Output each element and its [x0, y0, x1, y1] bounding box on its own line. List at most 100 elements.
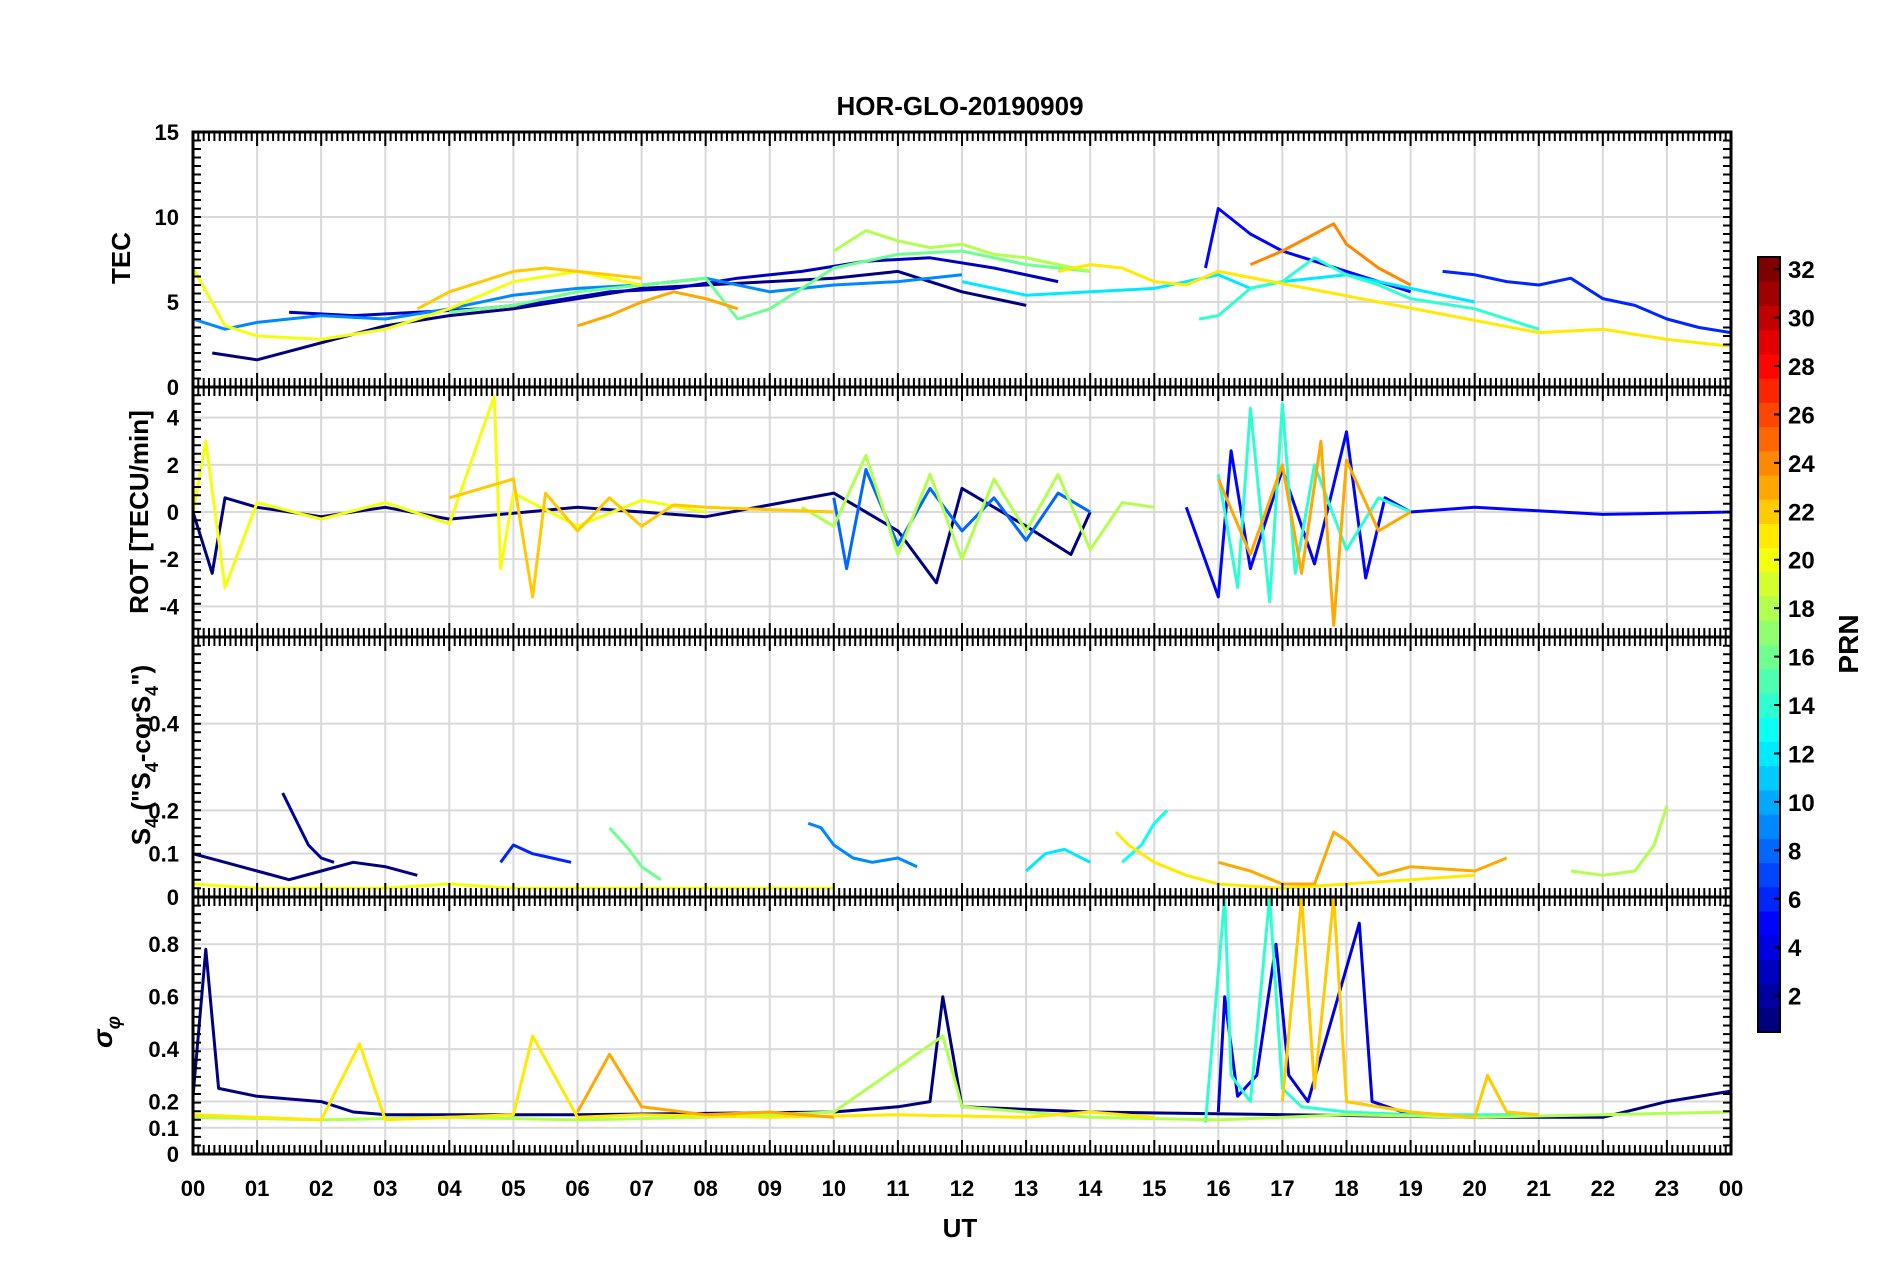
- colorbar-tick-label: 30: [1788, 306, 1815, 333]
- x-tick-label: 17: [1270, 1176, 1294, 1201]
- colorbar-segment: [1758, 281, 1780, 307]
- rot-ytick-label: -4: [159, 594, 179, 619]
- colorbar-segment: [1758, 741, 1780, 767]
- tec-series-prn-21: [1057, 263, 1731, 348]
- rot-ytick-label: 0: [167, 500, 179, 525]
- colorbar-segment: [1758, 426, 1780, 452]
- chart-title: HOR-GLO-20190909: [836, 91, 1083, 121]
- x-tick-label: 06: [565, 1176, 589, 1201]
- sigma-ytick-label: 0.2: [148, 1090, 179, 1115]
- colorbar-segment: [1758, 402, 1780, 428]
- tec-series-prn-22: [416, 266, 642, 311]
- tec-ytick-label: 10: [155, 205, 179, 230]
- x-tick-label: 21: [1527, 1176, 1551, 1201]
- panel-rot: -4 -2 0 2 4: [159, 385, 1733, 639]
- colorbar-segment: [1758, 305, 1780, 331]
- tec-series-prn-20: [193, 267, 642, 341]
- colorbar-segment: [1758, 959, 1780, 985]
- sigma-ytick-label: 0.8: [148, 932, 179, 957]
- colorbar-tick-label: 32: [1788, 257, 1815, 284]
- x-tick-label: 20: [1462, 1176, 1486, 1201]
- x-tick-label: 07: [629, 1176, 653, 1201]
- x-tick-label: 01: [245, 1176, 269, 1201]
- x-tick-label: 15: [1142, 1176, 1166, 1201]
- colorbar-segment: [1758, 257, 1780, 282]
- s4-series-prn-9: [807, 821, 918, 869]
- colorbar-segment: [1758, 910, 1780, 936]
- colorbar-segment: [1758, 935, 1780, 960]
- colorbar-segment: [1758, 765, 1780, 791]
- rot-series-group: [193, 394, 1731, 627]
- sigma-ytick-label: 0.4: [148, 1037, 179, 1062]
- colorbar-segment: [1758, 547, 1780, 573]
- colorbar-segment: [1758, 353, 1780, 379]
- rot-series-prn-5: [1184, 430, 1731, 599]
- rot-ytick-label: -2: [159, 547, 179, 572]
- rot-series-prn-23: [1216, 439, 1412, 627]
- x-tick-label: 08: [693, 1176, 717, 1201]
- x-tick-label: 19: [1398, 1176, 1422, 1201]
- x-tick-label: 18: [1334, 1176, 1358, 1201]
- panel-sigma: 00.10.2 0.4 0.6 0.8: [148, 895, 1733, 1167]
- rot-series-prn-18: [801, 453, 1155, 561]
- x-tick-label: 00: [1719, 1176, 1743, 1201]
- x-tick-label: 16: [1206, 1176, 1230, 1201]
- tec-series-prn-1: [211, 269, 1027, 362]
- colorbar-segment: [1758, 717, 1780, 742]
- colorbar-tick-label: 26: [1788, 402, 1815, 429]
- colorbar-tick-label: 14: [1788, 693, 1815, 720]
- x-tick-label: 23: [1655, 1176, 1679, 1201]
- tec-series-prn-9: [193, 273, 963, 331]
- rot-ylabel: ROT [TECU/min]: [124, 410, 154, 614]
- colorbar-tick-label: 18: [1788, 596, 1815, 623]
- tec-series-prn-23: [577, 290, 739, 328]
- sigma-ytick-label: 0: [167, 1142, 179, 1167]
- s4-series-prn-2: [281, 792, 335, 864]
- s4-ytick-label: 0.2: [148, 798, 179, 823]
- x-tick-label: 02: [309, 1176, 333, 1201]
- rot-ytick-label: 4: [167, 406, 180, 431]
- colorbar-segment: [1758, 789, 1780, 815]
- rot-ytick-label: 2: [167, 453, 179, 478]
- colorbar-tick-label: 4: [1788, 935, 1802, 962]
- sigma-series-prn-23: [576, 1052, 834, 1119]
- rot-series-prn-14: [1216, 402, 1412, 604]
- x-tick-label: 11: [886, 1176, 909, 1201]
- x-tick-label: 03: [373, 1176, 397, 1201]
- s4-series-prn-23: [1217, 830, 1508, 886]
- x-axis-label: UT: [943, 1213, 978, 1243]
- rot-series-prn-20: [193, 394, 706, 589]
- rot-series-prn-22: [448, 477, 834, 599]
- sigma-ytick-label: 0.6: [148, 985, 179, 1010]
- tec-series-prn-14: [1198, 256, 1540, 331]
- x-tick-label: 04: [437, 1176, 462, 1201]
- s4-ytick-label: 0.1: [148, 842, 179, 867]
- s4-series-prn-16: [608, 826, 662, 881]
- s4-series-prn-6: [499, 843, 572, 864]
- colorbar-tick-label: 8: [1788, 838, 1801, 865]
- colorbar-label: PRN: [1833, 614, 1864, 673]
- tec-series-group: [193, 207, 1731, 362]
- tec-series-prn-12: [961, 273, 1476, 304]
- colorbar-segment: [1758, 474, 1780, 500]
- tec-ylabel: TEC: [106, 232, 136, 284]
- s4-ytick-label: 0: [167, 885, 179, 910]
- colorbar-segment: [1758, 596, 1780, 621]
- colorbar-segment: [1758, 983, 1780, 1009]
- sigma-frame: [191, 895, 1733, 1156]
- colorbar-segment: [1758, 692, 1780, 718]
- sigma-series-prn-14: [1204, 897, 1539, 1123]
- s4-series-prn-18: [1570, 805, 1669, 877]
- sigma-series-prn-21: [193, 1034, 1155, 1122]
- x-tick-label: 22: [1591, 1176, 1615, 1201]
- colorbar-segment: [1758, 814, 1780, 839]
- s4-series-prn-12: [1025, 847, 1091, 873]
- x-tick-label: 12: [950, 1176, 974, 1201]
- x-tick-label: 14: [1078, 1176, 1103, 1201]
- colorbar-segment: [1758, 499, 1780, 525]
- colorbar-tick-label: 24: [1788, 451, 1815, 478]
- tec-series-prn-16: [449, 249, 1091, 321]
